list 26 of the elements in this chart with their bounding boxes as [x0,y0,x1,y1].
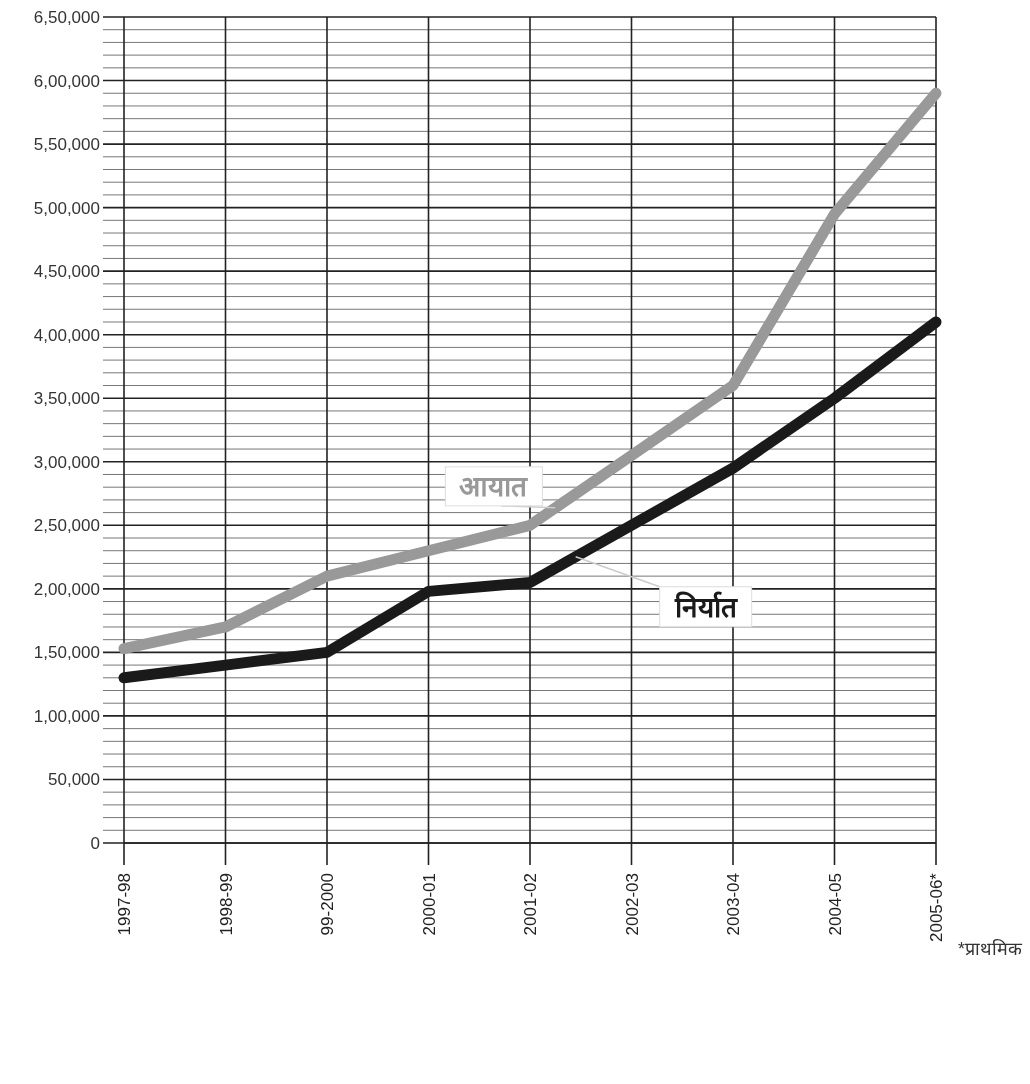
x-tick-label: 2002-03 [622,873,642,936]
y-tick-label: 3,00,000 [33,452,100,472]
y-tick-label: 0 [90,834,100,853]
series-label: आयात [459,470,529,502]
y-tick-label: 3,50,000 [33,389,100,409]
x-tick-label: 2000-01 [419,873,439,936]
y-tick-label: 1,50,000 [33,643,100,663]
y-tick-label: 4,00,000 [33,325,100,345]
x-tick-label: 2005-06* [927,872,946,943]
x-tick-label: 2001-02 [521,873,540,936]
y-tick-label: 4,50,000 [33,262,100,282]
y-tick-label: 2,00,000 [33,579,100,599]
y-tick-label: 50,000 [48,770,100,790]
text: निर्यात [673,590,738,623]
y-tick-label: 5,50,000 [33,135,100,155]
x-tick-label: 2004-05 [825,873,845,936]
y-tick-label: 6,00,000 [33,71,100,91]
text: *प्राथमिक [957,938,1023,959]
x-tick-label: 1997-98 [115,873,134,936]
y-tick-label: 5,00,000 [33,198,100,218]
x-tick-label: 1998-99 [216,873,236,936]
x-tick-label: 2003-04 [724,873,743,936]
y-tick-label: 6,50,000 [33,8,100,27]
y-tick-label: 1,00,000 [33,706,100,726]
y-tick-label: 2,50,000 [33,516,100,536]
x-tick-label: 99-2000 [318,873,337,936]
